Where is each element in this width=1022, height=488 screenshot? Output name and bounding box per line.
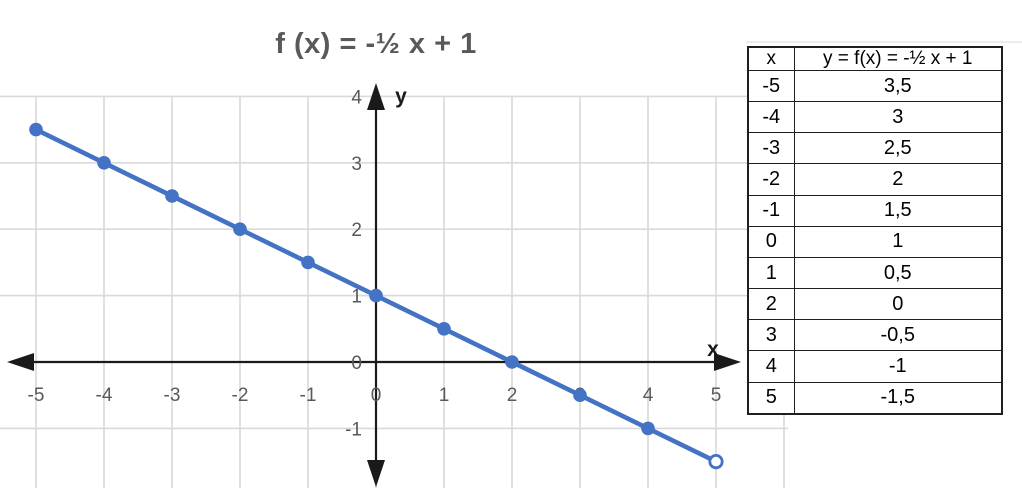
data-point-marker (641, 421, 655, 436)
value-table: x y = f(x) = -½ x + 1 -5 3,5 -4 3 -3 2,5 -2 2 -1… (747, 46, 1003, 415)
table-row: -4 3 (747, 101, 1003, 134)
cell-y-value: 1 (793, 225, 1003, 258)
data-point-marker (233, 222, 247, 236)
cell-x-value: 0 (747, 225, 795, 258)
cell-y-value: 0 (793, 288, 1003, 321)
data-point-marker (505, 355, 519, 369)
y-tick-label: 1 (351, 287, 362, 308)
col-header-y: y = f(x) = -½ x + 1 (793, 46, 1003, 71)
cell-x-value: 3 (747, 319, 795, 352)
cell-x-value: -4 (747, 101, 795, 134)
x-tick-label: 2 (507, 385, 518, 406)
x-tick-label: -1 (300, 385, 317, 406)
y-tick-label: 0 (351, 353, 362, 374)
x-tick-label: 4 (643, 385, 654, 406)
col-header-x: x (747, 46, 795, 71)
x-tick-label: 5 (711, 385, 722, 406)
data-point-marker (437, 322, 451, 336)
y-tick-label: 2 (351, 220, 362, 241)
table-row: 4 -1 (747, 350, 1003, 383)
cell-x-value: -3 (747, 132, 795, 165)
y-axis-arrow-down-icon (367, 460, 385, 487)
cell-y-value: 2 (793, 163, 1003, 196)
data-point-marker (97, 156, 111, 170)
table-row: 5 -1,5 (747, 381, 1003, 415)
y-axis-label: y (395, 85, 407, 108)
table-row: 3 -0,5 (747, 319, 1003, 352)
x-tick-label: 1 (439, 385, 450, 406)
cell-x-value: -2 (747, 163, 795, 196)
cell-x-value: 5 (747, 381, 795, 415)
cell-y-value: -0,5 (793, 319, 1003, 352)
cell-y-value: 2,5 (793, 132, 1003, 165)
cell-y-value: 3 (793, 101, 1003, 134)
x-tick-label: 0 (371, 385, 382, 406)
x-axis-arrow-left-icon (7, 353, 34, 371)
data-point-marker (573, 388, 587, 403)
cell-x-value: 4 (747, 350, 795, 383)
data-point-marker (29, 122, 43, 137)
data-point-marker (301, 255, 315, 270)
x-axis-label: x (707, 338, 719, 361)
y-tick-label: -1 (345, 419, 362, 440)
table-row: 1 0,5 (747, 256, 1003, 290)
x-tick-label: -5 (28, 385, 45, 406)
table-header-row: x y = f(x) = -½ x + 1 (747, 46, 1003, 71)
cell-x-value: 1 (747, 256, 795, 290)
y-tick-label: 4 (351, 87, 362, 108)
y-axis-arrow-up-icon (367, 83, 385, 110)
open-endpoint-marker (708, 453, 724, 470)
x-tick-label: -3 (164, 385, 181, 406)
y-tick-label: 3 (351, 154, 362, 175)
table-row: -2 2 (747, 163, 1003, 196)
chart-title: f (x) = -½ x + 1 (275, 28, 477, 60)
cell-x-value: -1 (747, 194, 795, 227)
x-tick-label: -2 (232, 385, 249, 406)
table-row: -3 2,5 (747, 132, 1003, 165)
data-point-marker (165, 189, 179, 203)
table-top-ruler (746, 41, 1022, 43)
cell-y-value: 3,5 (793, 69, 1003, 103)
cell-x-value: -5 (747, 69, 795, 103)
table-row: -5 3,5 (747, 69, 1003, 103)
table-row: -1 1,5 (747, 194, 1003, 227)
cell-x-value: 2 (747, 288, 795, 321)
cell-y-value: 0,5 (793, 256, 1003, 290)
cell-y-value: 1,5 (793, 194, 1003, 227)
x-tick-label: -4 (96, 385, 113, 406)
cell-y-value: -1,5 (793, 381, 1003, 415)
data-point-marker (369, 288, 383, 303)
x-axis-arrow-right-icon (714, 353, 741, 371)
cell-y-value: -1 (793, 350, 1003, 383)
